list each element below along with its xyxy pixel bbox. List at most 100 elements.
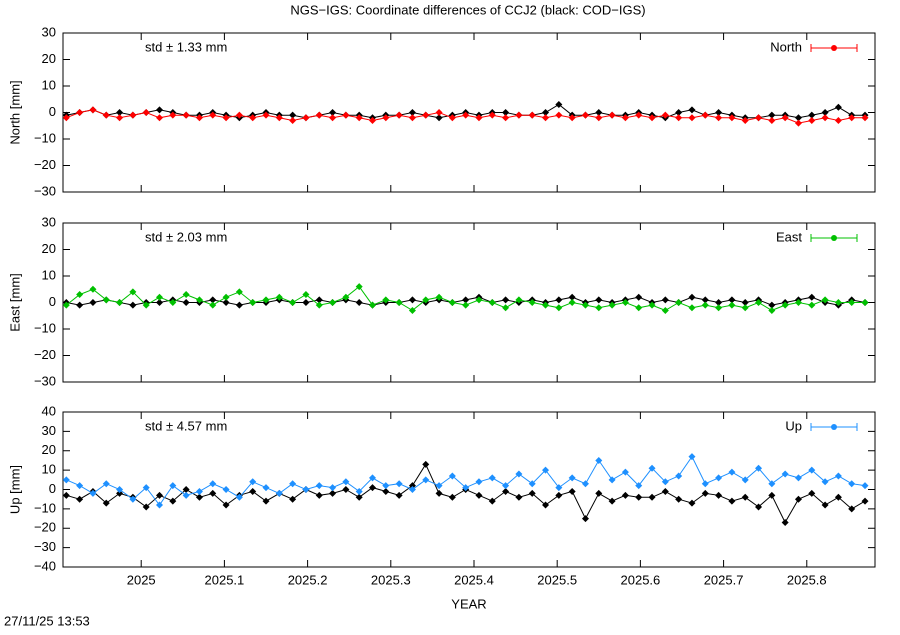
y-tick-label: −30 [34,539,56,554]
data-point [408,482,416,490]
data-point [382,296,390,304]
data-point [488,497,496,505]
data-point [848,114,856,122]
data-point [834,103,842,111]
data-point [768,116,776,124]
data-point [768,480,776,488]
x-tick-label: 2025.7 [704,572,744,587]
data-point [355,283,363,291]
data-point [701,296,709,304]
data-point [76,495,84,503]
data-point [621,114,629,122]
data-point [408,296,416,304]
data-point [289,116,297,124]
data-point [715,474,723,482]
data-point [542,501,550,509]
data-point [515,111,523,119]
x-tick-label: 2025.3 [371,572,411,587]
data-point [675,299,683,306]
data-point [475,114,483,122]
data-point [794,474,802,482]
data-point [448,299,456,306]
y-tick-label: 20 [42,442,56,457]
data-point [741,476,749,484]
data-point [834,299,842,306]
data-point [302,114,310,122]
legend-swatch [831,424,837,430]
data-point [555,491,563,499]
data-point [475,478,483,486]
data-point [342,111,350,119]
data-point [848,299,856,306]
data-point [768,306,776,314]
data-point [555,484,563,492]
data-point [435,293,443,301]
data-point [102,296,110,304]
data-point [102,111,110,119]
data-point [142,109,150,116]
data-point [368,474,376,482]
data-point [515,493,523,501]
data-point [395,299,403,306]
data-point [182,291,190,299]
data-point [502,114,510,122]
data-point [581,515,589,523]
data-point [156,491,164,499]
data-point [156,114,164,122]
legend-label: North [770,39,802,54]
data-point [701,301,709,309]
data-point [102,499,110,507]
data-point [182,111,190,119]
data-point [861,497,869,505]
data-point [715,299,723,306]
data-point [315,301,323,309]
data-point [621,468,629,476]
data-point [515,470,523,478]
data-point [808,301,816,309]
y-tick-label: −30 [34,373,56,388]
data-point [821,109,829,116]
data-point [675,495,683,503]
data-point [728,497,736,505]
data-point [76,291,84,299]
data-point [821,478,829,486]
data-point [794,119,802,127]
data-point [222,293,230,301]
data-point [408,486,416,493]
data-point [355,299,363,306]
data-point [169,497,177,505]
data-point [275,293,283,301]
plot-frame [62,411,876,568]
data-point [688,106,696,114]
data-point [568,299,576,306]
data-point [502,296,510,304]
data-point [701,111,709,119]
data-point [595,489,603,497]
data-point [448,472,456,480]
data-point [555,101,563,109]
data-point [329,484,337,492]
data-point [302,299,310,306]
data-point [848,505,856,513]
data-point [76,301,84,309]
data-point [781,518,789,526]
y-axis-label: North [mm] [7,80,22,144]
y-tick-label: −20 [34,520,56,535]
data-point [169,482,177,490]
data-point [116,299,124,306]
data-point [715,491,723,499]
data-point [528,489,536,497]
data-point [262,497,270,505]
data-point [781,301,789,309]
data-point [741,493,749,501]
x-tick-label: 2025.5 [537,572,577,587]
data-point [408,109,416,116]
data-point [688,293,696,301]
x-tick-label: 2025 [127,572,156,587]
data-point [408,114,416,122]
data-point [635,304,643,312]
data-point [608,497,616,505]
data-point [62,476,70,484]
data-point [342,486,350,493]
data-point [808,293,816,301]
